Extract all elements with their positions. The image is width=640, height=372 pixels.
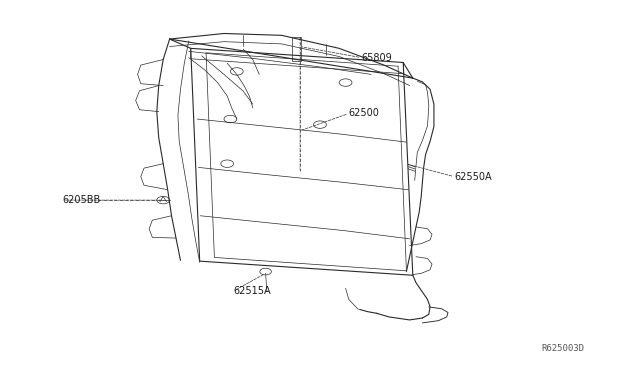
Text: 6205BB: 6205BB xyxy=(63,195,101,205)
Text: 65809: 65809 xyxy=(362,53,392,62)
Text: 62515A: 62515A xyxy=(234,286,271,296)
Text: R625003D: R625003D xyxy=(541,344,585,353)
Text: 62550A: 62550A xyxy=(454,172,492,182)
Text: 62500: 62500 xyxy=(349,109,380,118)
Bar xyxy=(292,37,301,61)
